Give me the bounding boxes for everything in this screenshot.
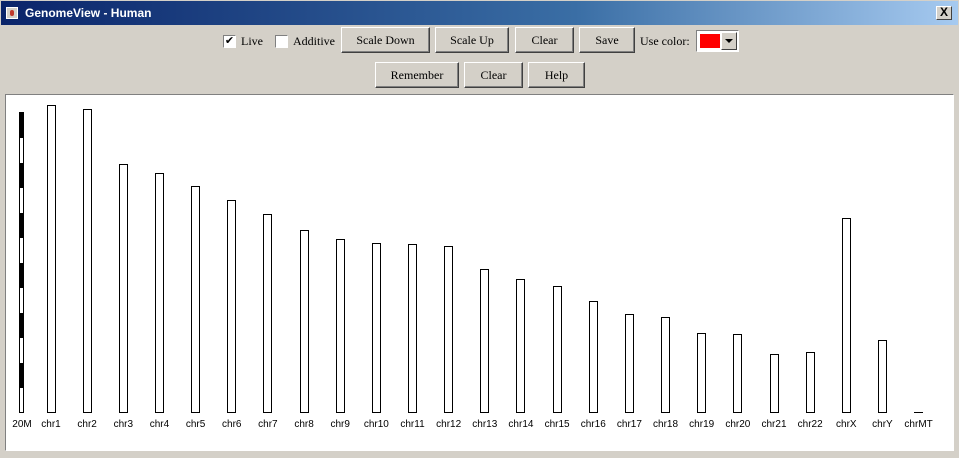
- chromosome-bar-chr15[interactable]: [552, 286, 562, 413]
- close-button[interactable]: X: [936, 6, 952, 20]
- scale-bar: [19, 112, 24, 413]
- clear-button-2[interactable]: Clear: [464, 62, 523, 88]
- chromosome-label-chrY: chrY: [872, 419, 893, 430]
- chromosome-bar-chr19[interactable]: [697, 333, 707, 413]
- additive-check-icon[interactable]: [275, 35, 288, 48]
- chromosome-bar-chr1[interactable]: [46, 105, 56, 413]
- chromosome-bar-chr2[interactable]: [82, 109, 92, 413]
- additive-label: Additive: [293, 34, 335, 48]
- save-button[interactable]: Save: [579, 27, 635, 53]
- chromosome-bar-chr6[interactable]: [227, 200, 237, 413]
- chromosome-label-chr16: chr16: [580, 419, 606, 430]
- chromosome-label-chr11: chr11: [400, 419, 425, 430]
- chromosome-label-chr17: chr17: [616, 419, 642, 430]
- title-bar: GenomeView - Human X: [0, 0, 959, 26]
- chromosome-bar-chr12[interactable]: [444, 246, 454, 413]
- scale-up-button[interactable]: Scale Up: [435, 27, 509, 53]
- chromosome-bar-chr17[interactable]: [624, 314, 634, 413]
- chromosome-bar-chr10[interactable]: [371, 243, 381, 413]
- color-swatch: [700, 34, 720, 48]
- chromosome-label-chr1: chr1: [41, 419, 61, 430]
- chromosome-bar-chr14[interactable]: [516, 279, 526, 413]
- use-color-label: Use color:: [640, 34, 690, 48]
- chromosome-label-chr5: chr5: [185, 419, 206, 430]
- scale-label: 20M: [12, 419, 32, 430]
- chromosome-label-chr19: chr19: [689, 419, 715, 430]
- chromosome-bar-chr9[interactable]: [335, 239, 345, 413]
- live-check-icon[interactable]: ✔: [223, 34, 236, 48]
- chromosome-label-chr9: chr9: [330, 419, 350, 430]
- remember-button[interactable]: Remember: [375, 62, 459, 88]
- chromosome-label-chr20: chr20: [725, 419, 751, 430]
- chromosome-bar-chr21[interactable]: [769, 354, 779, 413]
- chromosome-bar-chr13[interactable]: [480, 269, 490, 413]
- chevron-down-icon[interactable]: [721, 32, 737, 50]
- chromosome-bar-chrX[interactable]: [841, 218, 851, 413]
- chromosome-bar-chrY[interactable]: [877, 340, 887, 413]
- chromosome-label-chr22: chr22: [797, 419, 823, 430]
- chromosome-bar-chr8[interactable]: [299, 230, 309, 413]
- help-button[interactable]: Help: [528, 62, 585, 88]
- chromosome-bar-chr3[interactable]: [118, 164, 128, 413]
- chromosome-bar-chr16[interactable]: [588, 301, 598, 413]
- color-select[interactable]: [696, 30, 739, 52]
- chromosome-label-chr7: chr7: [258, 419, 278, 430]
- live-checkbox[interactable]: ✔ Live: [223, 34, 263, 49]
- chromosome-label-chr3: chr3: [113, 419, 134, 430]
- chromosome-bar-chrMT[interactable]: [914, 412, 924, 413]
- chromosome-label-chr10: chr10: [363, 419, 389, 430]
- java-app-icon: [6, 7, 18, 19]
- toolbar-row-1: ✔ Live Additive Scale Down Scale Up Clea…: [0, 26, 959, 56]
- chromosome-label-chrMT: chrMT: [904, 419, 933, 430]
- genome-canvas[interactable]: 20M chr1 chr2 chr3 chr4 chr5 chr6 chr7 chr8 chr9…: [5, 94, 954, 451]
- chromosome-label-chr21: chr21: [761, 419, 787, 430]
- chromosome-label-chr14: chr14: [508, 419, 534, 430]
- chromosome-bar-chr4[interactable]: [154, 173, 164, 413]
- chromosome-label-chr4: chr4: [149, 419, 170, 430]
- chromosome-bar-chr5[interactable]: [191, 186, 201, 413]
- chromosome-label-chr2: chr2: [77, 419, 97, 430]
- chromosome-label-chr12: chr12: [436, 419, 462, 430]
- clear-button[interactable]: Clear: [515, 27, 574, 53]
- chromosome-label-chr13: chr13: [472, 419, 498, 430]
- chromosome-label-chr18: chr18: [653, 419, 679, 430]
- additive-checkbox[interactable]: Additive: [275, 34, 335, 49]
- toolbar-row-2: Remember Clear Help: [0, 60, 959, 90]
- chromosome-bar-chr22[interactable]: [805, 352, 815, 413]
- chromosome-bar-chr18[interactable]: [661, 317, 671, 413]
- chromosome-label-chr15: chr15: [544, 419, 570, 430]
- chromosome-bar-chr7[interactable]: [263, 214, 273, 413]
- chromosome-label-chrX: chrX: [836, 419, 857, 430]
- chromosome-label-chr6: chr6: [222, 419, 242, 430]
- scale-down-button[interactable]: Scale Down: [341, 27, 430, 53]
- chromosome-bar-chr11[interactable]: [408, 244, 417, 413]
- chromosome-label-chr8: chr8: [294, 419, 314, 430]
- window-title: GenomeView - Human: [25, 6, 152, 20]
- chromosome-bar-chr20[interactable]: [733, 334, 743, 413]
- live-label: Live: [241, 34, 263, 48]
